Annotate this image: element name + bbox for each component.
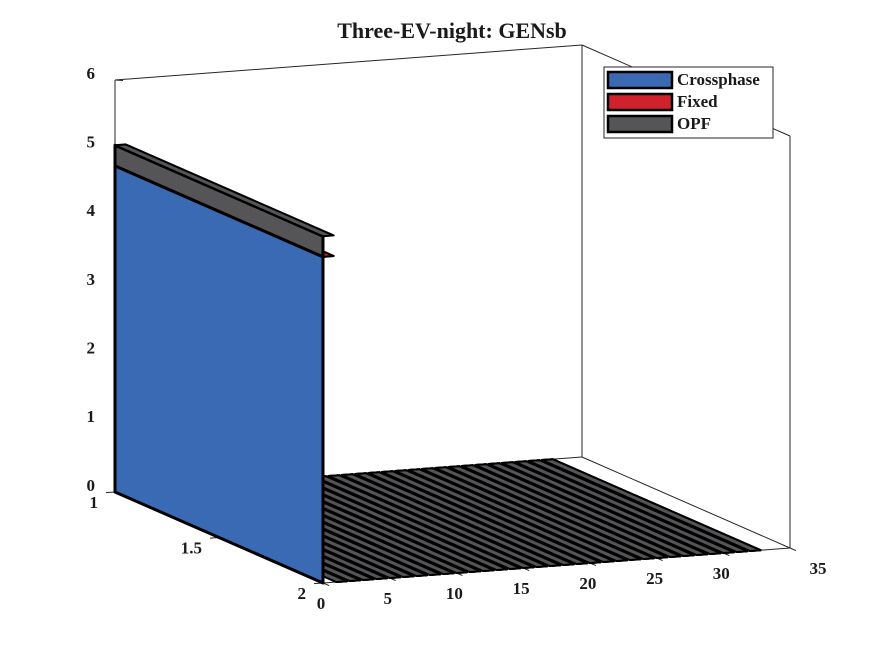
y-tick-label: 2: [298, 584, 307, 603]
bar-top: [407, 468, 629, 562]
x-tick-label: 10: [446, 584, 463, 603]
bar-top: [420, 467, 642, 561]
x-tick-label: 35: [810, 559, 827, 578]
bar-top: [540, 458, 762, 552]
bar-top: [447, 465, 669, 559]
bar-segment: [354, 472, 575, 566]
x-tick-label: 5: [383, 589, 392, 608]
y-tick-label: 1: [90, 493, 99, 512]
bar-segment: [474, 463, 695, 557]
bar-top: [474, 463, 695, 557]
x-tick-label: 20: [579, 574, 596, 593]
x-tick-label: 0: [317, 594, 326, 613]
legend-label: OPF: [677, 114, 711, 133]
bar-top: [327, 474, 549, 568]
legend-swatch: [606, 114, 674, 134]
x-tick: [789, 547, 797, 552]
bar-segment: [420, 467, 642, 561]
bar-top: [487, 462, 709, 556]
bar-segment: [540, 458, 762, 552]
y-tick-label: 1.5: [181, 538, 202, 557]
bar-segment: [514, 460, 735, 554]
z-tick-label: 3: [87, 270, 96, 289]
legend: Crossphase Fixed OPF: [603, 66, 774, 139]
legend-label: Fixed: [677, 92, 718, 111]
z-tick-label: 0: [87, 476, 96, 495]
z-tick-label: 2: [87, 339, 96, 358]
bar-top: [367, 471, 589, 565]
z-tick: [114, 79, 124, 81]
bar-top: [460, 464, 682, 558]
bar-top: [514, 460, 735, 554]
bar-segment: [380, 470, 602, 564]
bar-segment: [367, 471, 589, 565]
bar-segment: [460, 464, 682, 558]
chart-title: Three-EV-night: GENsb: [337, 18, 567, 43]
bar-top: [354, 472, 575, 566]
bar-top: [500, 461, 722, 555]
legend-swatch: [606, 92, 674, 112]
bar-segment: [434, 466, 655, 560]
legend-swatch: [606, 70, 674, 90]
z-tick-label: 1: [87, 407, 96, 426]
bar-top: [380, 470, 602, 564]
x-tick-label: 30: [713, 564, 730, 583]
bar-top: [527, 459, 749, 553]
bar-segment: [487, 462, 709, 556]
bar-segment: [500, 461, 722, 555]
axis-line: [581, 456, 791, 549]
legend-label: Crossphase: [677, 70, 760, 89]
z-tick-label: 4: [87, 201, 96, 220]
bar-segment: [340, 473, 562, 567]
axis-line: [114, 44, 583, 81]
z-tick-label: 5: [87, 133, 96, 152]
x-tick-label: 25: [646, 569, 663, 588]
bar-segment: [327, 474, 549, 568]
bar-top: [394, 469, 615, 563]
y-tick: [105, 491, 116, 494]
bar-segment: [447, 465, 669, 559]
bar-top: [114, 143, 335, 238]
x-tick-label: 15: [513, 579, 530, 598]
bar-segment: [527, 459, 749, 553]
bar-top: [340, 473, 562, 567]
bar-segment: [407, 468, 629, 562]
bar-segment: [113, 143, 335, 259]
bar-top: [434, 466, 655, 560]
bar-segment: [394, 469, 615, 563]
z-tick-label: 6: [87, 64, 96, 83]
